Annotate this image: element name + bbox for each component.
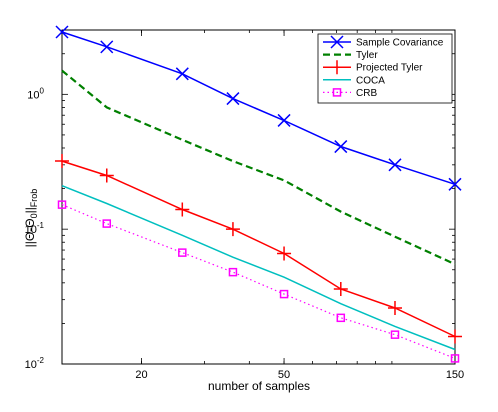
y-axis-label-main: ||Θ-Θ bbox=[23, 218, 37, 247]
legend-marker bbox=[332, 88, 342, 97]
series-line bbox=[61, 31, 456, 186]
y-tick-label-exponent: -2 bbox=[37, 356, 45, 365]
y-tick-label-base: 10 bbox=[27, 89, 39, 101]
data-point bbox=[333, 281, 348, 296]
y-tick-label: 100 bbox=[27, 86, 44, 101]
legend-label: Projected Tyler bbox=[356, 63, 423, 74]
data-point bbox=[390, 330, 400, 339]
series-tyler bbox=[61, 69, 456, 266]
legend-label: Tyler bbox=[356, 50, 378, 61]
data-point bbox=[450, 354, 460, 363]
x-tick-label: 50 bbox=[278, 369, 290, 381]
data-point bbox=[387, 301, 402, 316]
data-point bbox=[228, 267, 238, 277]
data-point bbox=[279, 289, 289, 299]
x-tick-label: 20 bbox=[135, 369, 147, 381]
y-axis-label-frob: Frob bbox=[29, 189, 39, 208]
y-tick-label-base: 10 bbox=[25, 359, 37, 371]
y-tick-label-base: 10 bbox=[25, 224, 37, 236]
legend-label: Sample Covariance bbox=[356, 38, 444, 49]
y-tick-label: 10-2 bbox=[25, 356, 45, 371]
y-axis-label-sub: 0 bbox=[29, 213, 39, 218]
data-point bbox=[277, 113, 291, 127]
axes-box bbox=[61, 29, 456, 365]
series-line bbox=[61, 204, 456, 359]
data-point bbox=[99, 168, 114, 183]
data-point bbox=[336, 313, 346, 323]
x-axis-label: number of samples bbox=[208, 379, 310, 393]
data-point bbox=[226, 92, 240, 106]
data-point bbox=[178, 248, 187, 257]
data-point bbox=[277, 246, 292, 261]
series-line bbox=[61, 69, 456, 266]
series-layer bbox=[55, 25, 462, 363]
data-point bbox=[334, 140, 348, 154]
x-tick-label: 150 bbox=[446, 369, 464, 381]
data-point bbox=[57, 200, 67, 209]
legend-label: CRB bbox=[356, 88, 377, 99]
y-axis-label: ||Θ-Θ0||Frob bbox=[23, 189, 39, 248]
series-projected-tyler bbox=[55, 154, 462, 344]
y-tick-label-exponent: -1 bbox=[37, 221, 45, 230]
series-coca bbox=[61, 185, 456, 351]
legend-label: COCA bbox=[356, 75, 385, 86]
data-point bbox=[55, 154, 69, 169]
data-point bbox=[448, 329, 462, 344]
y-tick-label-exponent: 0 bbox=[40, 86, 45, 95]
data-point bbox=[102, 219, 112, 228]
data-point bbox=[388, 158, 402, 172]
data-point bbox=[225, 222, 240, 237]
data-point bbox=[100, 40, 114, 54]
series-sample-covariance bbox=[55, 25, 462, 191]
data-point bbox=[175, 67, 189, 81]
data-point bbox=[55, 25, 69, 39]
data-point bbox=[448, 177, 462, 191]
series-line bbox=[61, 160, 456, 338]
legend-marker bbox=[330, 60, 344, 75]
y-axis-label-tail: || bbox=[23, 207, 37, 213]
data-point bbox=[175, 202, 190, 217]
series-line bbox=[61, 185, 456, 351]
series-crb bbox=[57, 200, 460, 363]
y-tick-label: 10-1 bbox=[25, 221, 45, 236]
legend-marker bbox=[330, 35, 344, 49]
